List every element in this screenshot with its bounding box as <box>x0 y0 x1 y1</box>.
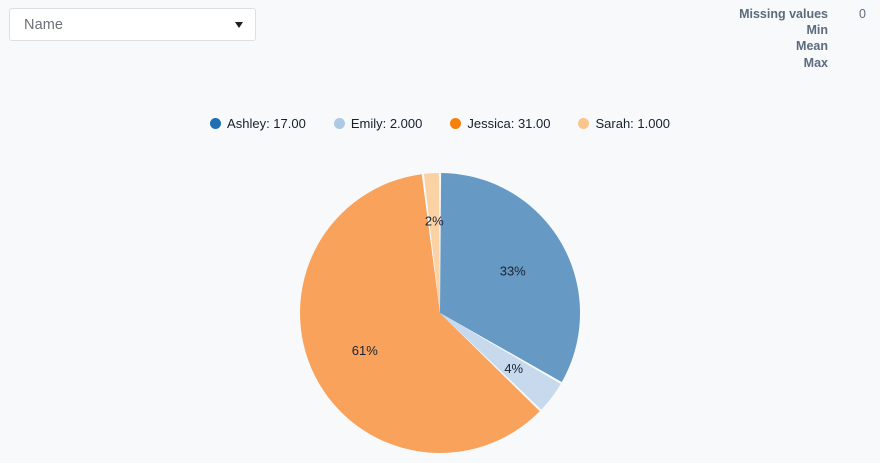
pie-slice-label-jessica: 61% <box>352 343 378 358</box>
legend-swatch-icon <box>450 118 462 129</box>
legend-item-jessica[interactable]: Jessica: 31.00 <box>450 116 550 131</box>
pie-slice-label-emily: 4% <box>504 361 523 376</box>
pie-slice-group <box>299 173 581 453</box>
column-select-dropdown[interactable]: Name <box>9 8 256 41</box>
pie-label-group: 33% 4% 61% 2% <box>352 213 526 376</box>
pie-slice-jessica[interactable] <box>299 174 540 453</box>
pie-slice-emily[interactable] <box>440 313 561 410</box>
column-select-value: Name <box>24 16 64 33</box>
stat-row-max: Max <box>626 55 866 71</box>
stat-label: Max <box>803 55 828 70</box>
legend-item-emily[interactable]: Emily: 2.000 <box>333 116 423 131</box>
legend-swatch-icon <box>333 118 345 129</box>
legend-item-ashley[interactable]: Ashley: 17.00 <box>210 116 306 131</box>
chevron-down-icon <box>235 21 243 28</box>
legend-item-label: Emily: 2.000 <box>350 116 423 131</box>
pie-slice-label-sarah: 2% <box>425 213 444 228</box>
chart-legend: Ashley: 17.00 Emily: 2.000 Jessica: 31.0… <box>0 116 880 131</box>
legend-swatch-icon <box>578 118 590 129</box>
stat-label: Mean <box>796 39 828 54</box>
legend-item-label: Sarah: 1.000 <box>595 116 670 131</box>
pie-slice-label-ashley: 33% <box>500 264 526 279</box>
stat-row-min: Min <box>626 22 866 38</box>
stat-label: Min <box>806 23 828 38</box>
stat-row-missing-values: Missing values 0 <box>626 6 866 22</box>
legend-item-sarah[interactable]: Sarah: 1.000 <box>578 116 670 131</box>
pie-slice-ashley[interactable] <box>440 173 581 383</box>
legend-item-label: Ashley: 17.00 <box>227 116 306 131</box>
stat-row-mean: Mean <box>626 38 866 54</box>
stat-label: Missing values <box>739 7 828 21</box>
stat-value: 0 <box>859 7 866 21</box>
legend-item-label: Jessica: 31.00 <box>467 116 551 131</box>
pie-slice-sarah[interactable] <box>423 173 440 313</box>
summary-stats-panel: Missing values 0 Min Mean Max <box>626 6 866 71</box>
legend-swatch-icon <box>210 118 222 129</box>
